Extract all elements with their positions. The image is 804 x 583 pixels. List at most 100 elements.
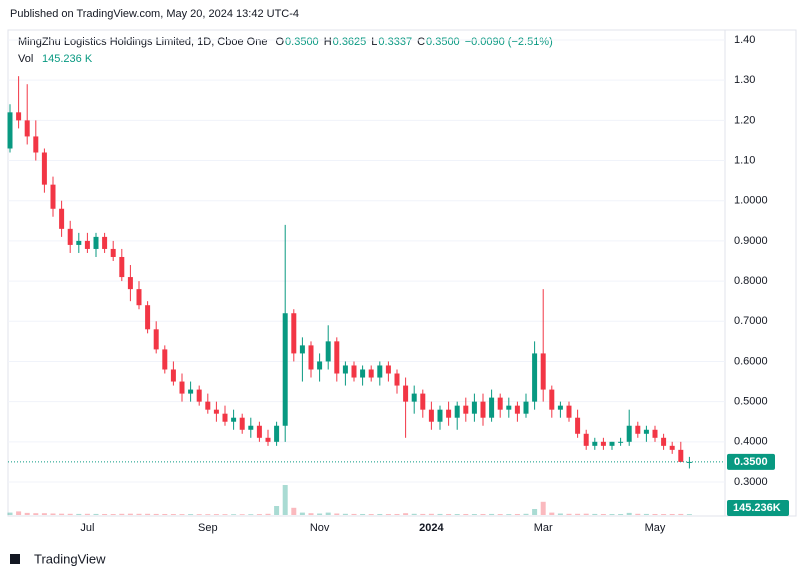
candle-body bbox=[93, 236, 99, 249]
candle-body bbox=[213, 409, 219, 414]
y-tick-label: 0.5000 bbox=[734, 396, 768, 408]
candle-body bbox=[41, 152, 47, 185]
volume-bar bbox=[652, 513, 658, 515]
candle-body bbox=[317, 361, 323, 370]
volume-bar bbox=[532, 509, 538, 515]
last-volume-label: 145.236K bbox=[733, 502, 781, 514]
volume-bar bbox=[463, 513, 469, 515]
x-tick-label: Mar bbox=[534, 522, 553, 534]
candle-body bbox=[110, 248, 116, 257]
volume-bar bbox=[274, 506, 280, 515]
x-tick-label: Nov bbox=[310, 522, 330, 534]
volume-bar bbox=[308, 513, 314, 515]
volume-bar bbox=[93, 513, 99, 515]
volume-bar bbox=[592, 513, 598, 515]
legend-key: H bbox=[324, 36, 332, 48]
candle-body bbox=[308, 345, 314, 370]
volume-bar bbox=[325, 512, 331, 515]
candle-body bbox=[119, 256, 125, 278]
x-tick-label: 2024 bbox=[419, 522, 444, 534]
volume-bar bbox=[600, 513, 606, 515]
volume-bar bbox=[523, 513, 529, 515]
legend-change: −0.0090 (−2.51%) bbox=[465, 36, 553, 48]
volume-bar bbox=[661, 514, 667, 515]
y-tick-label: 1.10 bbox=[734, 154, 755, 166]
candle-body bbox=[170, 369, 176, 382]
candle-body bbox=[282, 313, 288, 426]
candle-body bbox=[446, 409, 452, 418]
y-tick-label: 0.3000 bbox=[734, 476, 768, 488]
candle-body bbox=[7, 112, 13, 149]
volume-bar bbox=[420, 513, 426, 515]
candle-body bbox=[557, 405, 563, 410]
volume-bar bbox=[557, 513, 563, 515]
candle-body bbox=[127, 277, 133, 290]
volume-bar bbox=[162, 513, 168, 515]
candle-body bbox=[403, 385, 409, 402]
candle-body bbox=[299, 345, 305, 354]
legend-value: 0.3625 bbox=[333, 36, 367, 48]
volume-bar bbox=[231, 514, 237, 515]
volume-bar bbox=[205, 514, 211, 515]
x-tick-label: Jul bbox=[80, 522, 94, 534]
legend-key: O bbox=[275, 36, 284, 48]
candle-body bbox=[59, 208, 65, 229]
candle-body bbox=[394, 373, 400, 386]
candle-body bbox=[50, 184, 56, 209]
candle-body bbox=[652, 429, 658, 438]
volume-bar bbox=[16, 511, 22, 515]
candle-body bbox=[532, 353, 538, 402]
candle-body bbox=[360, 369, 366, 378]
candle-body bbox=[334, 341, 340, 374]
volume-bar bbox=[119, 513, 125, 515]
x-tick-label: Sep bbox=[198, 522, 218, 534]
last-price-box bbox=[727, 453, 775, 470]
volume-bar bbox=[179, 514, 185, 515]
candle-body bbox=[145, 305, 151, 330]
candle-body bbox=[566, 405, 572, 418]
candle-body bbox=[626, 425, 632, 442]
candle-body bbox=[325, 341, 331, 362]
volume-bar bbox=[50, 513, 56, 515]
candle-body bbox=[76, 240, 82, 245]
volume-bar bbox=[248, 514, 254, 515]
candle-body bbox=[428, 409, 434, 422]
candle-body bbox=[385, 365, 391, 374]
volume-bar bbox=[454, 514, 460, 515]
volume-bar bbox=[506, 514, 512, 515]
candle-body bbox=[411, 393, 417, 402]
candle-body bbox=[497, 397, 503, 410]
candle-body bbox=[188, 389, 194, 394]
y-tick-label: 0.8000 bbox=[734, 275, 768, 287]
last-volume-box bbox=[727, 500, 789, 516]
candle-body bbox=[643, 429, 649, 434]
volume-bar bbox=[686, 514, 692, 515]
candle-body bbox=[231, 417, 237, 422]
volume-bar bbox=[188, 514, 194, 515]
candle-body bbox=[661, 437, 667, 446]
candle-body bbox=[342, 365, 348, 374]
volume-bar bbox=[24, 512, 30, 515]
volume-bar bbox=[669, 513, 675, 515]
candle-body bbox=[635, 425, 641, 434]
volume-bar bbox=[256, 514, 262, 515]
candle-body bbox=[248, 425, 254, 430]
legend-value: 0.3337 bbox=[378, 36, 412, 48]
candle-body bbox=[618, 441, 624, 443]
volume-bar bbox=[368, 514, 374, 515]
candle-body bbox=[540, 353, 546, 390]
candle-body bbox=[222, 413, 228, 422]
volume-bar bbox=[170, 514, 176, 515]
candle-body bbox=[575, 417, 581, 434]
candle-body bbox=[420, 393, 426, 410]
y-tick-label: 1.0000 bbox=[734, 195, 768, 207]
candle-body bbox=[291, 313, 297, 354]
candle-body bbox=[102, 236, 108, 249]
y-tick-label: 0.6000 bbox=[734, 355, 768, 367]
candle-body bbox=[592, 441, 598, 446]
candle-body bbox=[463, 405, 469, 414]
candle-body bbox=[24, 120, 30, 137]
y-tick-label: 0.7000 bbox=[734, 315, 768, 327]
candle-body bbox=[162, 349, 168, 370]
volume-bar bbox=[213, 514, 219, 515]
